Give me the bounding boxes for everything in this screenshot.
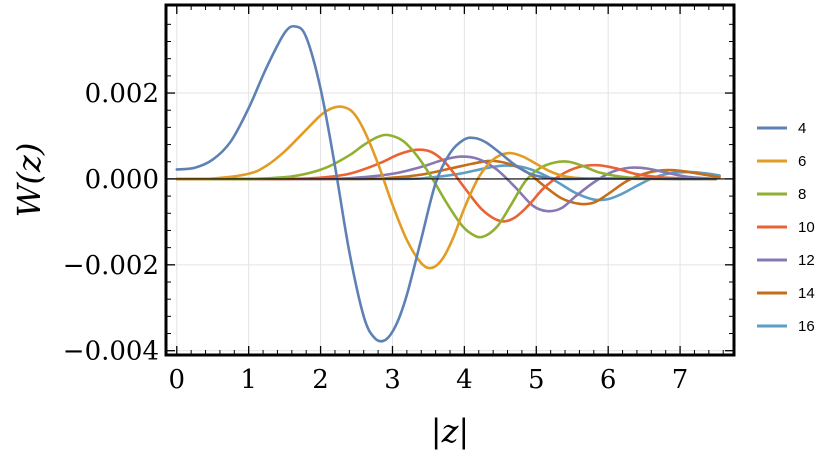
series-line-4 <box>175 24 718 343</box>
series-line-10 <box>175 148 718 223</box>
series-line-6 <box>175 105 718 270</box>
x-tick-label: 2 <box>312 365 329 395</box>
series-line-8 <box>175 133 718 239</box>
y-tick-label: −0.004 <box>63 337 159 367</box>
x-tick-label: 5 <box>528 365 545 395</box>
legend-label-6: 6 <box>798 153 806 170</box>
legend-label-4: 4 <box>798 120 806 137</box>
legend-label-16: 16 <box>798 318 815 335</box>
legend-label-10: 10 <box>798 219 815 236</box>
x-tick-label: 6 <box>600 365 617 395</box>
legend-label-12: 12 <box>798 252 815 269</box>
y-tick-label: 0.002 <box>85 79 159 109</box>
x-tick-label: 3 <box>384 365 401 395</box>
series-layer <box>175 24 721 343</box>
tick-label-layer: 0 1 2 3 4 5 6 7 −0.004 −0.002 0.000 0.002 <box>63 79 689 395</box>
y-tick-label: −0.002 <box>63 251 159 281</box>
legend-label-8: 8 <box>798 186 806 203</box>
x-tick-label: 4 <box>456 365 473 395</box>
legend: 4 6 8 10 12 14 16 <box>757 120 815 335</box>
y-axis-title: W(z) <box>10 143 48 218</box>
y-tick-label: 0.000 <box>85 165 159 195</box>
tick-layer <box>166 5 734 355</box>
x-tick-label: 1 <box>240 365 257 395</box>
x-tick-label: 0 <box>169 365 186 395</box>
x-axis-title: |z| <box>431 412 469 450</box>
legend-label-14: 14 <box>798 285 815 302</box>
x-tick-label: 7 <box>672 365 689 395</box>
